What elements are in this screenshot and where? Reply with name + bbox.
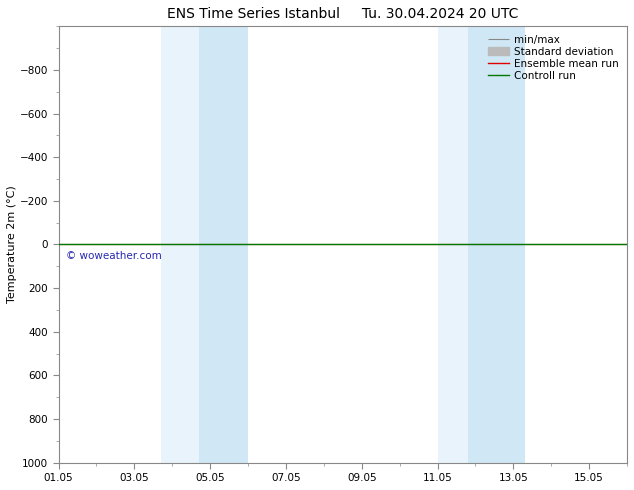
Bar [437, 26, 468, 463]
Legend: min/max, Standard deviation, Ensemble mean run, Controll run: min/max, Standard deviation, Ensemble me… [485, 31, 622, 84]
Bar [161, 26, 198, 463]
Title: ENS Time Series Istanbul     Tu. 30.04.2024 20 UTC: ENS Time Series Istanbul Tu. 30.04.2024 … [167, 7, 519, 21]
Bar [468, 26, 525, 463]
Y-axis label: Temperature 2m (°C): Temperature 2m (°C) [7, 186, 17, 303]
Text: © woweather.com: © woweather.com [66, 251, 162, 261]
Bar [198, 26, 248, 463]
